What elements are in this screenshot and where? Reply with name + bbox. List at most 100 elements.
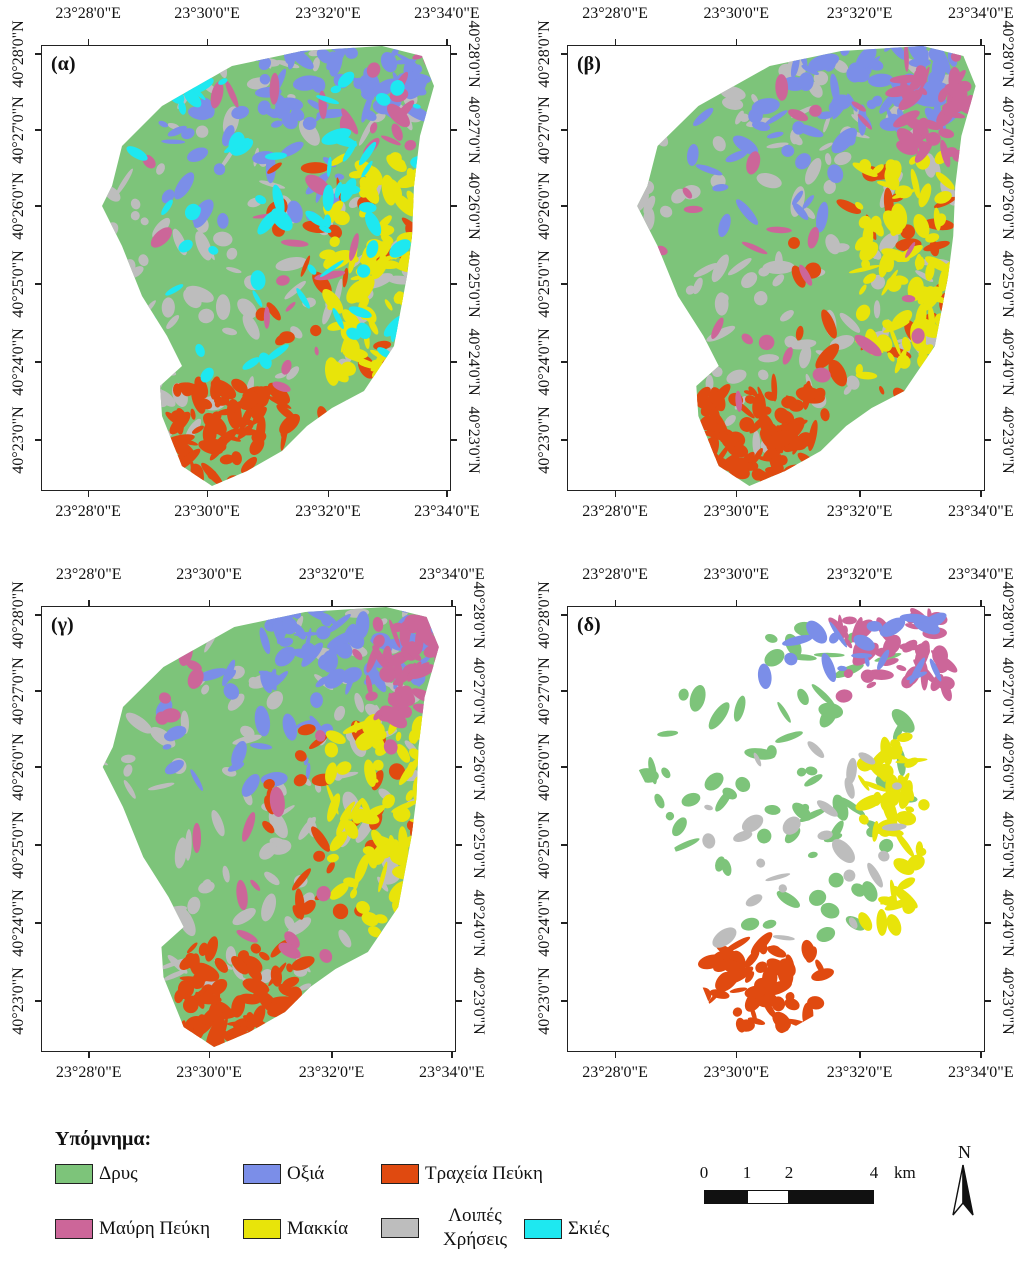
legend-label: Μαύρη Πεύκη xyxy=(99,1218,211,1239)
latitude-label: 40°28'0"N xyxy=(10,20,27,88)
legend-swatch xyxy=(243,1219,281,1239)
latitude-label: 40°26'0"N xyxy=(465,171,482,240)
north-label: N xyxy=(958,1142,971,1162)
legend-label: Μακκία xyxy=(287,1218,349,1239)
panel-label: (α) xyxy=(51,53,76,75)
legend-label: Σκιές xyxy=(568,1218,610,1239)
latitude-label: 40°27'0"N xyxy=(470,657,487,725)
longitude-label: 23°28'0"E xyxy=(582,503,648,520)
longitude-label: 23°28'0"E xyxy=(582,1064,648,1081)
legend-swatch xyxy=(524,1219,562,1239)
axis-tick xyxy=(614,491,617,497)
axis-tick xyxy=(451,129,457,131)
axis-tick xyxy=(87,491,90,497)
legend-swatch xyxy=(381,1164,419,1184)
legend-swatch xyxy=(55,1219,93,1239)
axis-tick xyxy=(208,600,211,606)
latitude-label: 40°28'0"N xyxy=(536,20,553,88)
longitude-label: 23°28'0"E xyxy=(55,503,121,520)
axis-tick xyxy=(35,922,41,924)
longitude-label: 23°34'0"E xyxy=(419,566,485,583)
axis-tick xyxy=(35,361,41,363)
axis-tick xyxy=(859,1052,861,1058)
axis-tick xyxy=(451,205,457,207)
longitude-label: 23°34'0"E xyxy=(948,1064,1014,1081)
scale-segment xyxy=(704,1190,747,1204)
longitude-label: 23°30'0"E xyxy=(174,503,240,520)
latitude-label: 40°25'0"N xyxy=(999,810,1016,879)
axis-tick xyxy=(985,53,991,55)
axis-tick xyxy=(446,491,448,497)
longitude-label: 23°32'0"E xyxy=(295,503,361,520)
axis-tick xyxy=(985,283,991,285)
map-frame xyxy=(567,606,985,1052)
panel-label: (γ) xyxy=(51,614,74,636)
latitude-label: 40°25'0"N xyxy=(999,249,1016,318)
longitude-label: 23°32'0"E xyxy=(298,1064,365,1081)
longitude-label: 23°30'0"E xyxy=(176,1064,242,1081)
axis-tick xyxy=(980,1052,982,1058)
axis-tick xyxy=(614,600,617,606)
scale-segment xyxy=(789,1190,874,1204)
axis-tick xyxy=(985,129,991,131)
axis-tick xyxy=(451,283,457,285)
latitude-label: 40°24'0"N xyxy=(465,327,482,396)
latitude-label: 40°24'0"N xyxy=(10,888,27,957)
legend-label: Δρυς xyxy=(99,1163,138,1184)
legend-label: Οξιά xyxy=(287,1163,325,1184)
axis-tick xyxy=(735,1052,738,1058)
latitude-label: 40°24'0"N xyxy=(999,888,1016,957)
latitude-label: 40°25'0"N xyxy=(536,249,553,318)
latitude-label: 40°23'0"N xyxy=(470,967,487,1035)
axis-tick xyxy=(35,614,41,616)
axis-tick xyxy=(561,690,567,692)
axis-tick xyxy=(88,1052,90,1058)
axis-tick xyxy=(985,690,991,692)
latitude-label: 40°25'0"N xyxy=(536,810,553,879)
latitude-label: 40°23'0"N xyxy=(999,406,1016,474)
latitude-label: 40°28'0"N xyxy=(536,581,553,649)
latitude-label: 40°27'0"N xyxy=(536,96,553,164)
axis-tick xyxy=(35,129,41,131)
axis-tick xyxy=(985,766,991,768)
scale-tick-label: 0 xyxy=(699,1163,709,1182)
latitude-label: 40°25'0"N xyxy=(10,249,27,318)
axis-tick xyxy=(561,53,567,55)
map-frame xyxy=(567,45,985,491)
legend-item-calabrian-pine: Τραχεία Πεύκη xyxy=(381,1163,543,1185)
axis-tick xyxy=(451,600,453,606)
axis-tick xyxy=(331,600,333,606)
axis-tick xyxy=(35,766,41,768)
latitude-label: 40°26'0"N xyxy=(999,732,1016,801)
scale-unit: km xyxy=(894,1163,916,1182)
axis-tick xyxy=(35,283,41,285)
legend-label: Τραχεία Πεύκη xyxy=(425,1163,543,1184)
land-cover-map xyxy=(102,46,434,486)
scale-bar xyxy=(704,1190,874,1204)
axis-tick xyxy=(985,614,991,616)
axis-tick xyxy=(456,1000,462,1002)
latitude-label: 40°26'0"N xyxy=(536,732,553,801)
panel-label: (β) xyxy=(577,53,601,75)
legend-swatch xyxy=(243,1164,281,1184)
longitude-label: 23°34'0"E xyxy=(948,566,1014,583)
longitude-label: 23°32'0"E xyxy=(826,1064,893,1081)
legend-title: Υπόμνημα: xyxy=(55,1128,152,1150)
axis-tick xyxy=(451,53,457,55)
axis-tick xyxy=(456,844,462,846)
latitude-label: 40°24'0"N xyxy=(536,888,553,957)
axis-tick xyxy=(208,1052,211,1058)
longitude-label: 23°28'0"E xyxy=(55,1064,122,1081)
axis-tick xyxy=(561,283,567,285)
latitude-label: 40°23'0"N xyxy=(10,406,27,474)
axis-tick xyxy=(561,766,567,768)
axis-tick xyxy=(331,1052,333,1058)
legend-item-shadows: Σκιές xyxy=(524,1218,609,1240)
axis-tick xyxy=(451,1052,453,1058)
map-frame xyxy=(41,606,456,1052)
axis-tick xyxy=(859,39,861,45)
latitude-label: 40°25'0"N xyxy=(470,810,487,879)
latitude-label: 40°23'0"N xyxy=(999,967,1016,1035)
axis-tick xyxy=(561,922,567,924)
axis-tick xyxy=(327,39,329,45)
